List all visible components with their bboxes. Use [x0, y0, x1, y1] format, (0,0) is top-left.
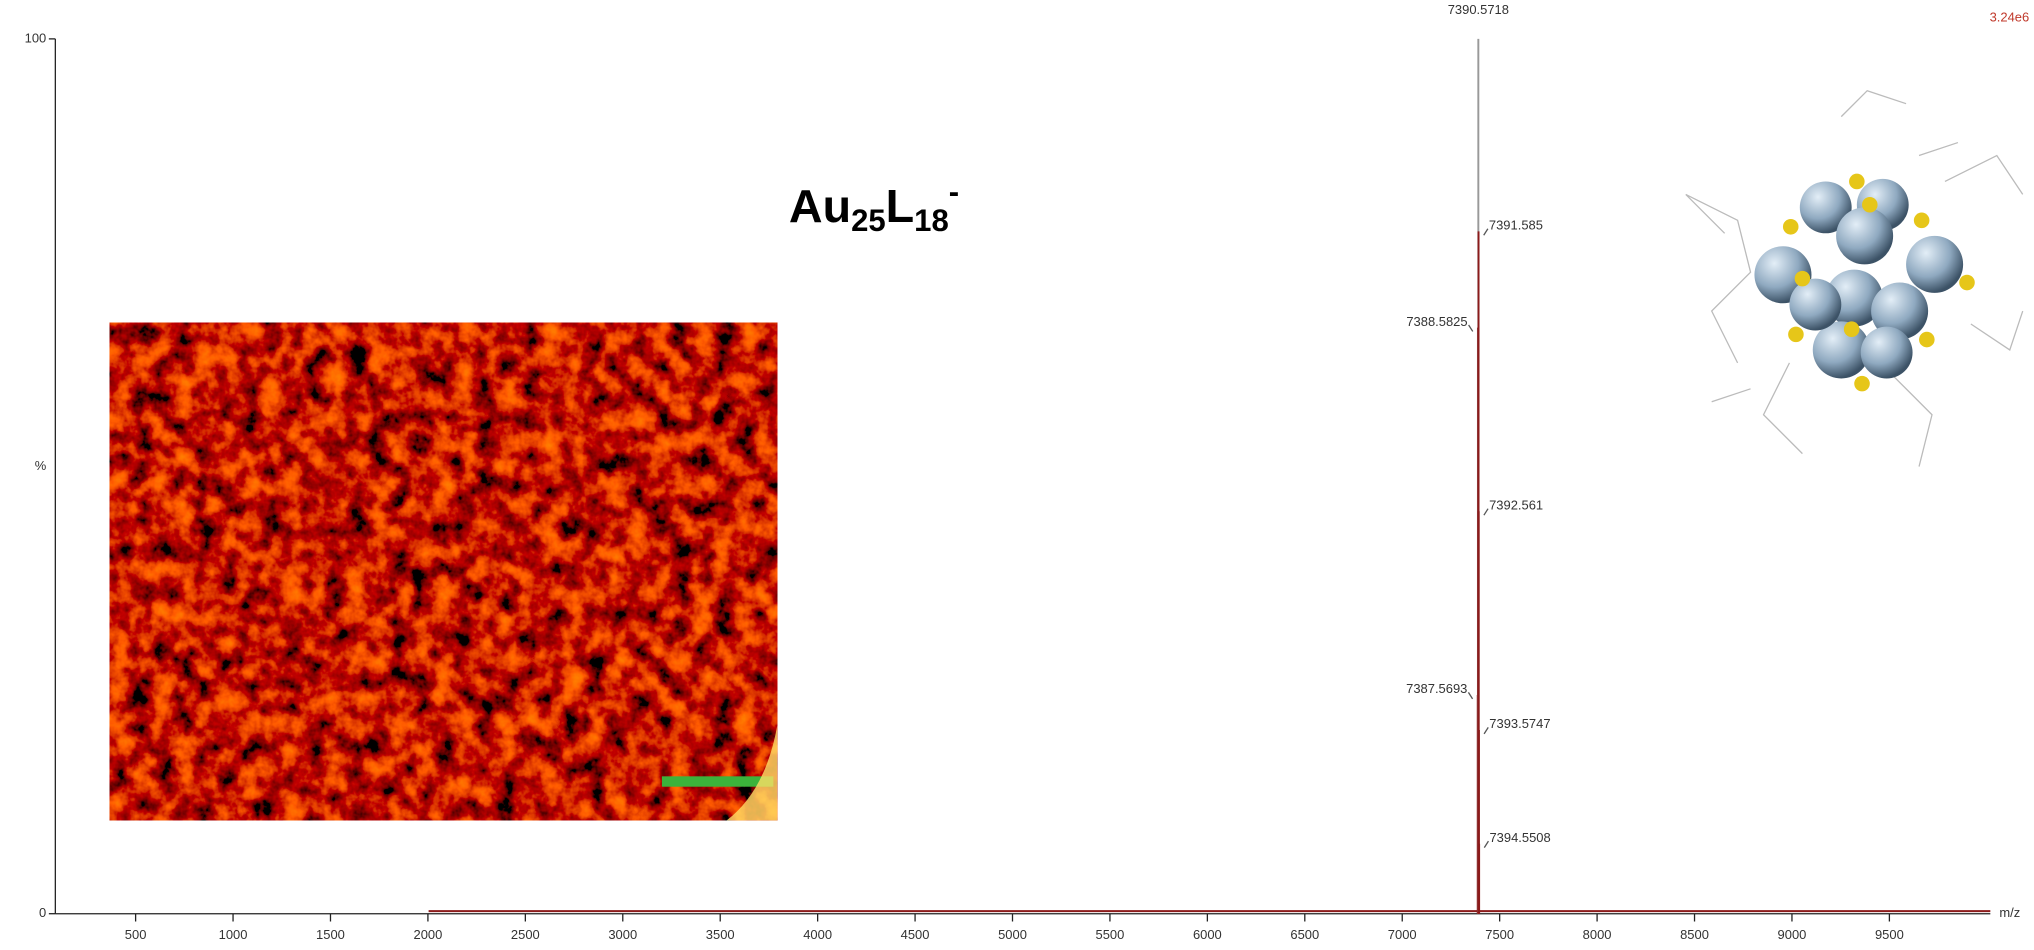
- x-tick-label: 5500: [1096, 927, 1125, 942]
- y-axis-label: %: [35, 458, 47, 473]
- x-tick-label: 8000: [1583, 927, 1612, 942]
- peak-label-leader: [1483, 508, 1489, 516]
- peak-label: 7394.5508: [1489, 830, 1550, 845]
- peak-label: 7387.5693: [1406, 681, 1467, 696]
- peak-label-leader: [1468, 324, 1474, 332]
- peak-label: 7393.5747: [1489, 716, 1550, 731]
- peak-label: 7390.5718: [1448, 2, 1509, 17]
- x-tick-label: 2000: [414, 927, 443, 942]
- x-tick-label: 9000: [1778, 927, 1807, 942]
- peak-label-leader: [1483, 727, 1489, 735]
- x-tick-label: 6000: [1193, 927, 1222, 942]
- x-tick-label: 2500: [511, 927, 540, 942]
- x-tick-label: 1500: [316, 927, 345, 942]
- x-tick-label: 1000: [219, 927, 248, 942]
- microscopy-image: [109, 322, 778, 821]
- y-tick-label: 100: [25, 30, 47, 45]
- x-tick-label: 500: [125, 927, 147, 942]
- peak-label: 7391.585: [1489, 218, 1543, 233]
- x-tick-label: 3500: [706, 927, 735, 942]
- x-tick-label: 9500: [1875, 927, 1904, 942]
- formula-annotation: Au25L18-: [789, 175, 959, 239]
- intensity-label: 3.24e6: [1990, 10, 2030, 25]
- x-tick-label: 3000: [608, 927, 637, 942]
- peak-label-leader: [1483, 228, 1489, 236]
- peak-label: 7388.5825: [1406, 314, 1467, 329]
- peak-label: 7392.561: [1489, 498, 1543, 513]
- x-tick-label: 8500: [1680, 927, 1709, 942]
- peak-label-leader: [1483, 840, 1489, 848]
- x-axis-label: m/z: [1999, 905, 2020, 920]
- x-tick-label: 7000: [1388, 927, 1417, 942]
- molecule-image: [1685, 89, 2024, 467]
- x-tick-label: 5000: [998, 927, 1027, 942]
- x-tick-label: 4500: [901, 927, 930, 942]
- x-tick-label: 7500: [1485, 927, 1514, 942]
- peak-label-leader: [1467, 692, 1474, 700]
- x-tick-label: 4000: [803, 927, 832, 942]
- x-tick-label: 6500: [1290, 927, 1319, 942]
- y-tick-label: 0: [39, 905, 46, 920]
